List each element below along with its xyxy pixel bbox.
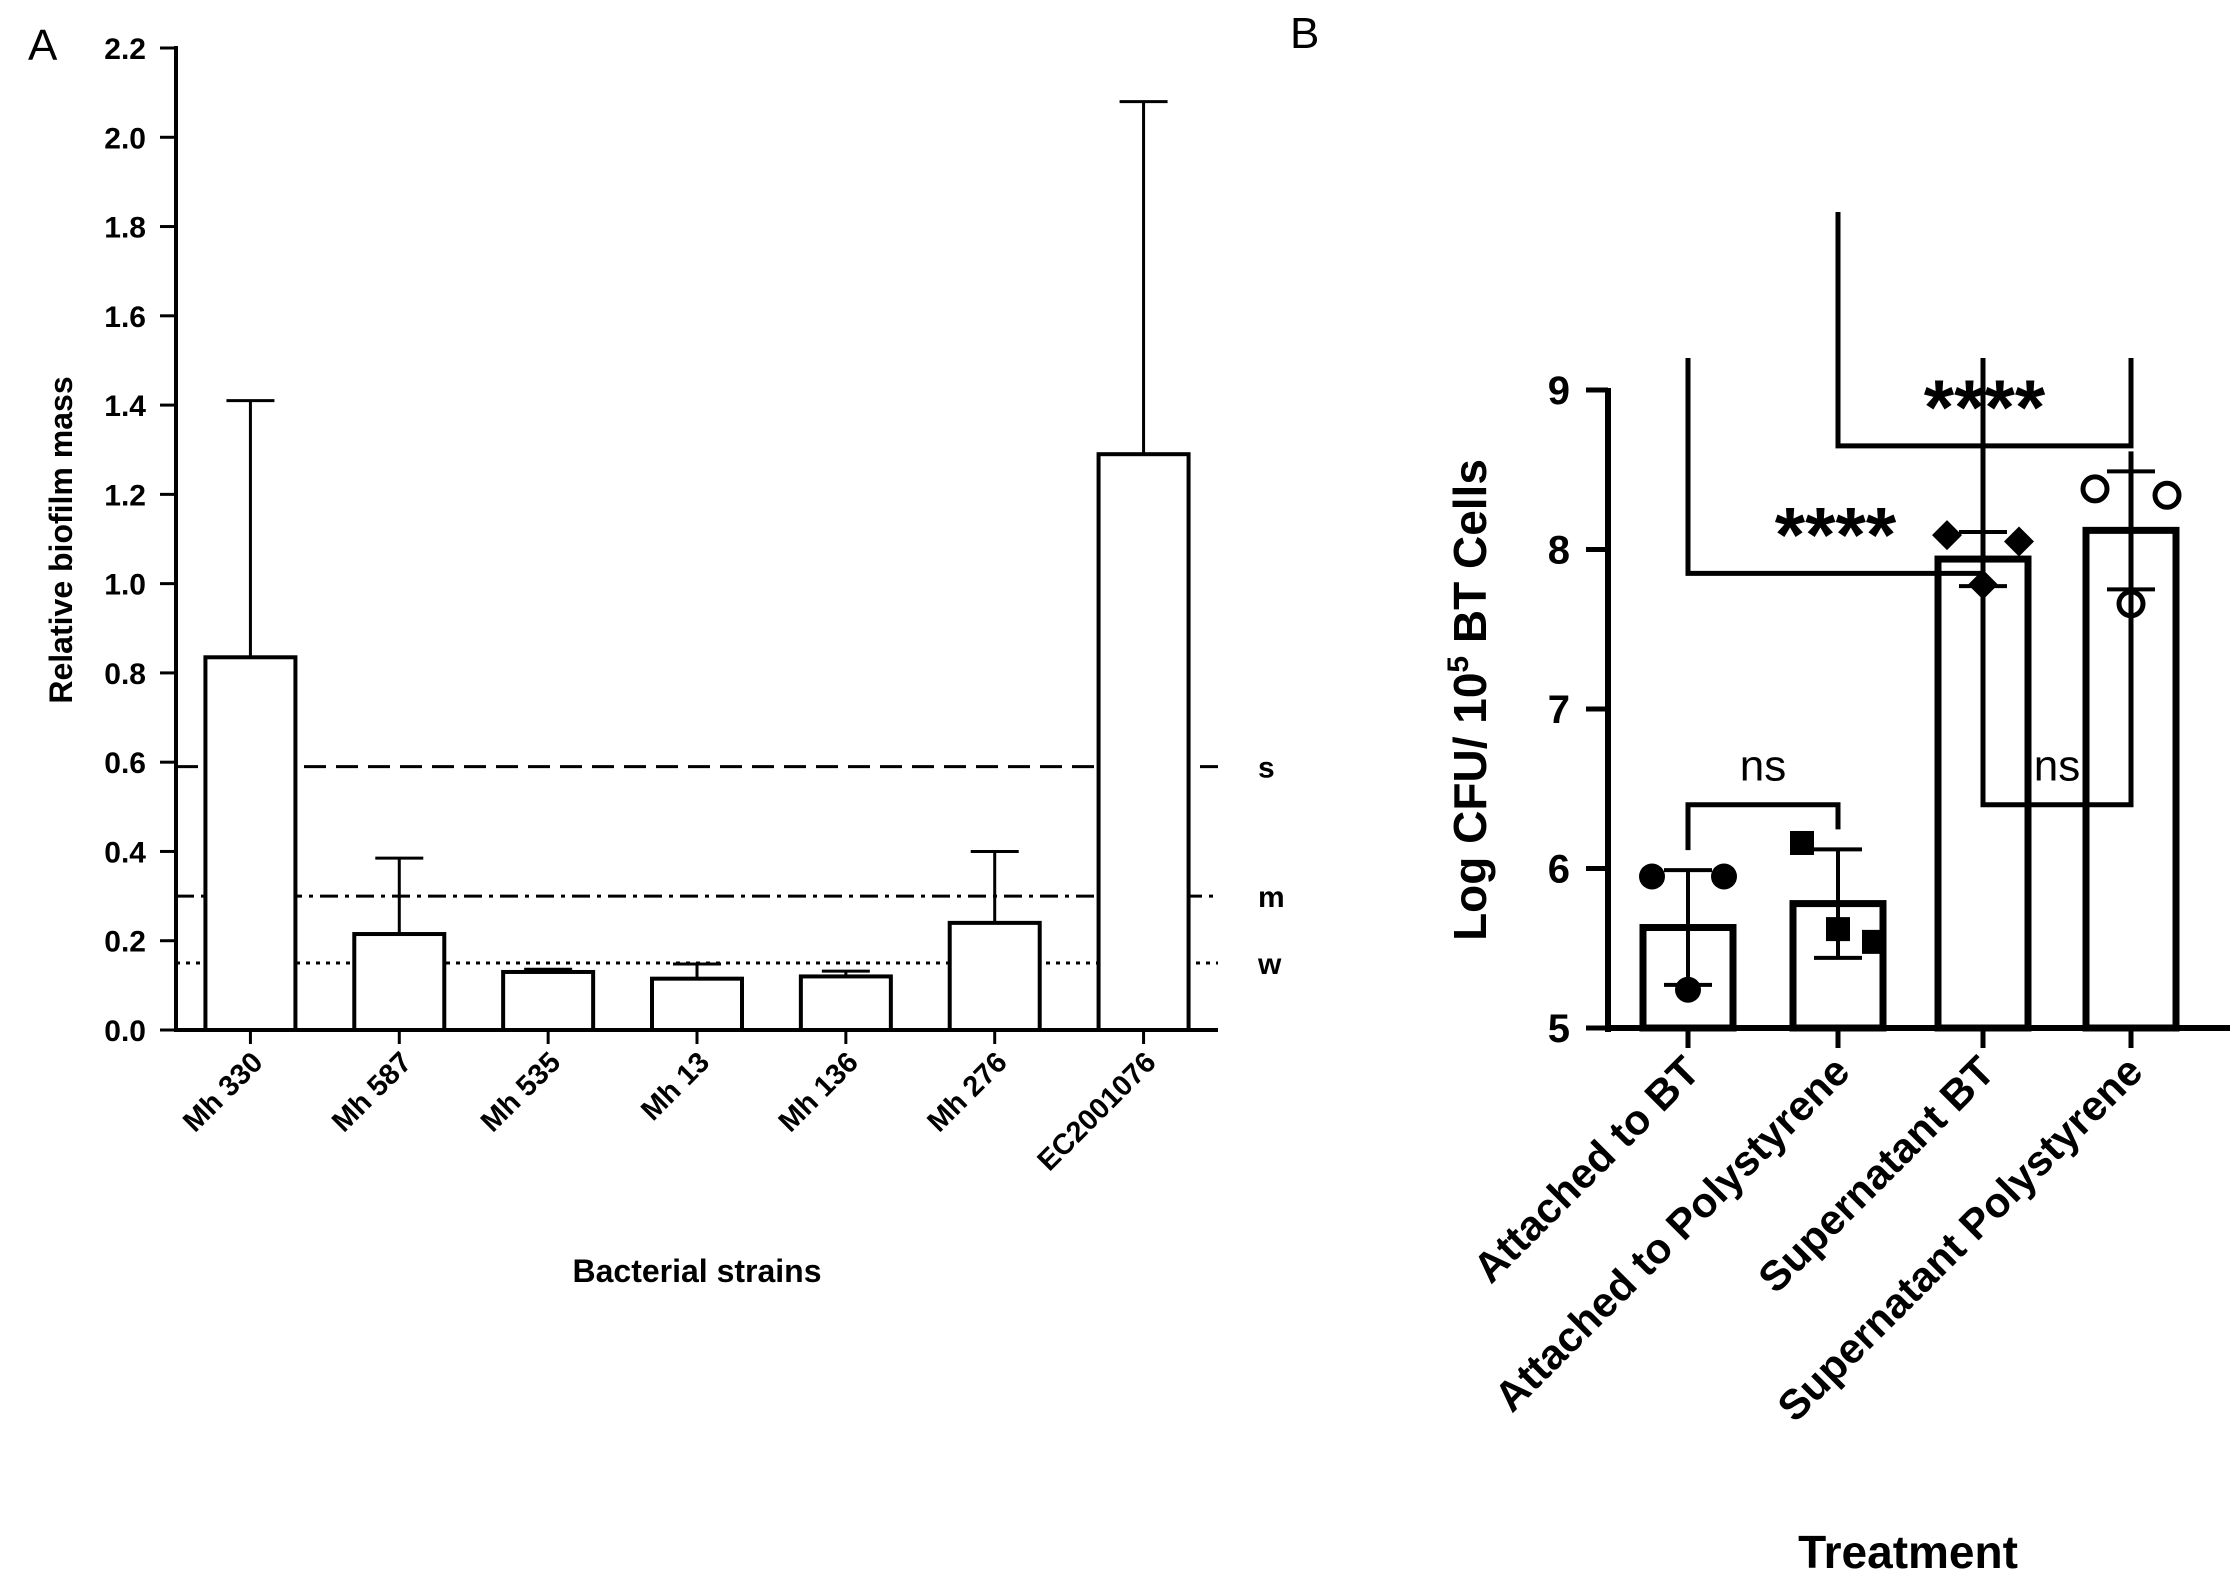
threshold-label-s: s	[1258, 752, 1275, 785]
panel-a-plot: s m w Mh 330 Mh 587 Mh 535 Mh 13 Mh 136 Mh 276 EC…	[104, 33, 1284, 1177]
data-point-1-0	[1790, 830, 1814, 855]
x-tick-label-1: Mh 587	[326, 1046, 418, 1138]
x-tick-label-6: EC2001076	[1032, 1046, 1163, 1177]
y-tick-label-7: 1.4	[104, 390, 146, 423]
bar-4	[798, 974, 893, 1032]
x-tick-label-3: Mh 13	[635, 1046, 716, 1127]
significance-label-3: ns	[2034, 742, 2080, 791]
threshold-label-w: w	[1257, 948, 1282, 981]
panel-a-y-axis-label: Relative biofilm mass	[43, 376, 79, 703]
data-point-2-1	[2004, 526, 2034, 557]
y-tick-label-8: 1.6	[104, 301, 146, 334]
y-tick-label-11: 2.2	[104, 33, 146, 66]
bar-1	[352, 932, 447, 1032]
panel-b-y-axis-label: Log CFU/ 105 BT Cells	[1442, 459, 1496, 941]
panel-b: B Log CFU/ 105 BT Cells Treatment 56789A…	[1290, 9, 2230, 1578]
panel-a-x-axis-label: Bacterial strains	[572, 1253, 821, 1289]
y-tick-label-2: 7	[1548, 688, 1570, 732]
y-tick-label-0: 0.0	[104, 1015, 146, 1048]
y-tick-label-3: 8	[1548, 529, 1570, 573]
threshold-label-m: m	[1258, 881, 1285, 914]
bar-0	[203, 655, 298, 1032]
bar-5	[947, 920, 1042, 1033]
x-tick-label-4: Mh 136	[773, 1046, 865, 1138]
bar-2	[501, 969, 596, 1032]
y-tick-label-9: 1.8	[104, 212, 146, 245]
y-tick-label-0: 5	[1548, 1007, 1570, 1051]
data-point-2-0	[1932, 520, 1962, 551]
panel-a-letter: A	[28, 21, 58, 70]
y-tick-label-6: 1.2	[104, 479, 146, 512]
y-tick-label-10: 2.0	[104, 122, 146, 155]
x-tick-label-2: Mh 535	[475, 1046, 567, 1138]
bar-3	[650, 976, 744, 1032]
significance-bracket-3	[1980, 451, 2134, 808]
data-point-0-1	[1711, 863, 1737, 890]
data-point-3-0	[2080, 474, 2110, 504]
panel-b-letter: B	[1290, 9, 1319, 58]
significance-bracket-1	[1685, 358, 1986, 576]
y-tick-label-1: 6	[1548, 848, 1570, 892]
x-tick-label-5: Mh 276	[922, 1046, 1014, 1138]
bar-6	[1096, 452, 1191, 1032]
y-tick-label-4: 9	[1548, 369, 1570, 413]
panel-a: A Relative biofilm mass Bacterial strain…	[28, 21, 1285, 1289]
data-point-1-1	[1862, 929, 1886, 954]
y-tick-label-3: 0.6	[104, 747, 146, 780]
significance-label-2: ns	[1740, 742, 1786, 791]
y-tick-label-1: 0.2	[104, 926, 146, 959]
x-tick-label-0: Mh 330	[177, 1046, 269, 1138]
y-label-part-2: BT Cells	[1444, 459, 1496, 656]
y-tick-label-4: 0.8	[104, 658, 146, 691]
y-tick-label-2: 0.4	[104, 836, 146, 869]
y-label-exponent: 5	[1442, 656, 1475, 673]
y-label-part-1: Log CFU/ 10	[1444, 673, 1496, 941]
y-tick-label-5: 1.0	[104, 569, 146, 602]
data-point-0-0	[1639, 863, 1665, 890]
significance-label-1: ****	[1775, 490, 1897, 578]
data-point-3-1	[2152, 480, 2182, 510]
panel-b-x-axis-label: Treatment	[1798, 1526, 2018, 1578]
significance-bracket-2	[1685, 802, 1841, 851]
